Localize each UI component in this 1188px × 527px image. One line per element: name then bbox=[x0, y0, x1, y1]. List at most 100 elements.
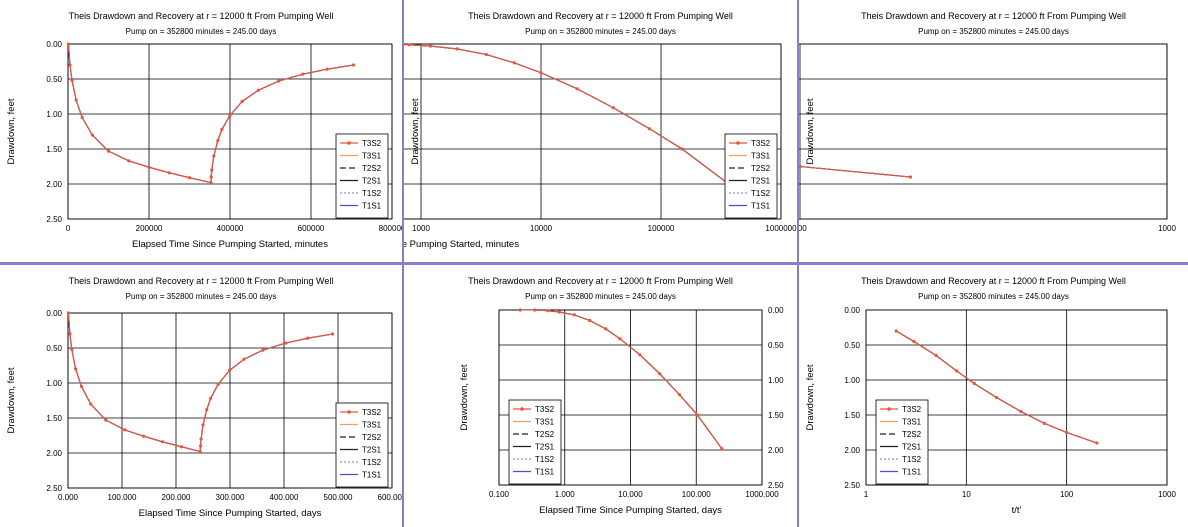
legend-label: T1S2 bbox=[751, 189, 771, 198]
data-point bbox=[677, 393, 682, 397]
data-point bbox=[325, 67, 329, 71]
data-point bbox=[198, 444, 203, 448]
chart-subtitle: Pump on = 352800 minutes = 245.00 days bbox=[525, 292, 676, 301]
x-axis-label: Elapsed Time Since Pumping Started, minu… bbox=[132, 239, 328, 250]
data-point bbox=[572, 313, 576, 317]
data-point bbox=[539, 71, 543, 75]
legend-label: T1S2 bbox=[902, 455, 922, 464]
chart-title: Theis Drawdown and Recovery at r = 12000… bbox=[69, 276, 334, 286]
data-point bbox=[89, 402, 93, 406]
x-axis-label: Elapsed Time Since Pumping Started, days bbox=[539, 505, 722, 516]
data-point bbox=[242, 357, 246, 361]
legend-label: T1S1 bbox=[362, 202, 382, 211]
legend-label: T1S1 bbox=[535, 468, 555, 477]
y-tick-label: 2.00 bbox=[768, 446, 784, 455]
x-tick-label: 0.100 bbox=[489, 490, 510, 499]
data-point bbox=[994, 395, 999, 400]
y-axis-label: Drawdown, feet bbox=[805, 364, 816, 430]
data-point bbox=[187, 176, 192, 180]
legend-label: T1S2 bbox=[535, 455, 555, 464]
plot-area bbox=[404, 43, 782, 220]
legend-marker bbox=[347, 410, 351, 414]
legend-label: T3S2 bbox=[902, 405, 922, 414]
data-point bbox=[216, 139, 220, 143]
legend-box bbox=[875, 399, 929, 485]
data-point bbox=[167, 171, 171, 175]
x-tick-label: 1000000 bbox=[765, 224, 797, 233]
x-tick-label: 100 bbox=[799, 224, 807, 233]
y-tick-label: 2.50 bbox=[768, 481, 784, 490]
x-tick-label: 10 bbox=[962, 490, 971, 499]
data-point bbox=[240, 99, 244, 103]
chart-subtitle: Pump on = 352800 minutes = 245.00 days bbox=[918, 27, 1069, 36]
x-tick-label: 1 bbox=[864, 490, 869, 499]
data-point bbox=[142, 434, 146, 438]
data-point bbox=[209, 175, 213, 179]
x-tick-label: 600000 bbox=[298, 224, 325, 233]
legend-label: T1S2 bbox=[362, 458, 382, 467]
y-tick-label: 1.50 bbox=[768, 411, 784, 420]
legend-label: T2S2 bbox=[362, 433, 382, 442]
data-point bbox=[66, 42, 71, 46]
x-tick-label: 0.000 bbox=[58, 493, 79, 502]
chart-title: Theis Drawdown and Recovery at r = 12000… bbox=[468, 276, 733, 286]
data-point bbox=[104, 418, 108, 422]
y-tick-label: 2.00 bbox=[46, 180, 62, 189]
series-line-t3s2 bbox=[68, 313, 333, 453]
data-point bbox=[894, 329, 898, 333]
data-point bbox=[658, 372, 662, 376]
legend-label: T3S1 bbox=[362, 421, 382, 430]
data-point bbox=[546, 309, 550, 313]
y-tick-label: 2.00 bbox=[844, 446, 860, 455]
chart-svg: Theis Drawdown and Recovery at r = 12000… bbox=[6, 276, 402, 519]
chart-subtitle: Pump on = 352800 minutes = 245.00 days bbox=[918, 292, 1069, 301]
y-tick-label: 1.00 bbox=[768, 376, 784, 385]
y-tick-label: 0.50 bbox=[768, 341, 784, 350]
data-point bbox=[1095, 441, 1099, 445]
y-tick-label: 1.50 bbox=[844, 411, 860, 420]
x-tick-label: 300.000 bbox=[216, 493, 245, 502]
chart-subtitle: Pump on = 352800 minutes = 245.00 days bbox=[525, 27, 676, 36]
legend-label: T1S1 bbox=[751, 202, 771, 211]
data-point bbox=[227, 368, 232, 372]
series-line-t3s2 bbox=[895, 330, 1098, 444]
data-point bbox=[205, 408, 209, 412]
y-tick-label: 0.50 bbox=[46, 344, 62, 353]
legend-label: T2S1 bbox=[362, 177, 382, 186]
y-tick-label: 0.00 bbox=[46, 309, 62, 318]
x-tick-label: 200.000 bbox=[162, 493, 191, 502]
data-point bbox=[199, 437, 203, 441]
y-tick-label: 2.50 bbox=[844, 481, 860, 490]
data-point bbox=[908, 175, 913, 179]
y-tick-label: 2.50 bbox=[46, 484, 62, 493]
y-tick-label: 0.00 bbox=[46, 40, 62, 49]
data-point bbox=[228, 113, 232, 117]
data-point bbox=[68, 332, 72, 336]
y-tick-label: 2.50 bbox=[46, 215, 62, 224]
chart-title: Theis Drawdown and Recovery at r = 12000… bbox=[468, 11, 733, 21]
legend-box bbox=[508, 399, 562, 485]
legend-label: T3S1 bbox=[535, 418, 555, 427]
legend-box bbox=[335, 402, 389, 488]
legend-marker bbox=[347, 141, 351, 145]
data-point bbox=[73, 367, 78, 371]
data-point bbox=[284, 341, 288, 345]
legend-marker bbox=[887, 407, 891, 411]
chart-panel-5: Theis Drawdown and Recovery at r = 12000… bbox=[404, 265, 797, 527]
y-axis-label: Drawdown, feet bbox=[805, 98, 816, 164]
legend-label: T2S2 bbox=[902, 430, 922, 439]
data-point bbox=[604, 327, 608, 331]
chart-panel-1: Theis Drawdown and Recovery at r = 12000… bbox=[0, 0, 402, 262]
data-point bbox=[575, 87, 579, 91]
legend-label: T2S1 bbox=[362, 446, 382, 455]
x-tick-label: 1000 bbox=[1158, 224, 1176, 233]
x-tick-label: 1000 bbox=[1158, 490, 1176, 499]
data-point bbox=[647, 127, 651, 131]
legend-label: T2S1 bbox=[535, 443, 555, 452]
data-point bbox=[351, 63, 356, 67]
data-point bbox=[512, 61, 516, 65]
x-tick-label: 500.000 bbox=[324, 493, 353, 502]
x-tick-label: 1000.000 bbox=[745, 490, 779, 499]
legend-label: T2S2 bbox=[751, 164, 771, 173]
